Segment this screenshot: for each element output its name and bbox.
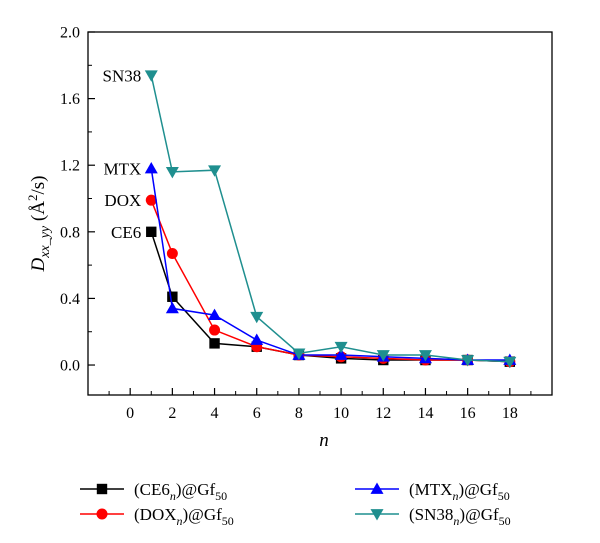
x-tick-label: 18 xyxy=(502,405,518,422)
data-point-sn38 xyxy=(334,341,348,354)
y-tick-label: 1.6 xyxy=(60,91,80,108)
series-line-mtx xyxy=(150,168,510,361)
data-point-ce6 xyxy=(209,338,220,349)
x-axis: 0 2 4 6 8 10 12 14 16 18 xyxy=(108,388,532,422)
y-tick-label: 0.4 xyxy=(60,291,80,308)
data-point-sn38 xyxy=(144,70,158,82)
y-tick-label: 2.0 xyxy=(60,25,80,42)
x-tick-label: 2 xyxy=(168,405,176,422)
x-axis-label: n xyxy=(319,430,329,451)
y-tick-label: 1.2 xyxy=(60,158,80,175)
data-point-mtx xyxy=(208,308,222,320)
y-axis: 0.0 0.4 0.8 1.2 1.6 2.0 xyxy=(60,25,95,375)
data-point-sn38 xyxy=(208,165,222,177)
data-point-sn38 xyxy=(461,355,475,367)
data-point-ce6 xyxy=(146,226,157,238)
x-tick-label: 12 xyxy=(375,405,391,422)
legend-item-sn38: (SN38n)@Gf50 xyxy=(355,505,511,528)
data-point-sn38 xyxy=(503,356,517,369)
data-point-sn38 xyxy=(292,348,306,360)
legend-item-dox: (DOXn)@Gf50 xyxy=(80,505,234,528)
data-point-mtx xyxy=(334,348,348,360)
y-tick-label: 0.8 xyxy=(60,224,80,241)
x-tick-label: 16 xyxy=(460,405,476,422)
data-point-mtx xyxy=(144,162,158,174)
legend-label: (DOXn)@Gf50 xyxy=(134,505,234,528)
series-ce6 xyxy=(146,226,516,367)
series-sn38 xyxy=(144,70,517,369)
annotations: SN38 MTX DOX CE6 xyxy=(103,66,142,242)
axes: 0 2 4 6 8 10 12 14 16 18 0.0 0.4 0.8 1.2 1.6 2.0 n Dxx_yy… xyxy=(25,25,553,451)
legend-item-mtx: (MTXn)@Gf50 xyxy=(355,480,510,503)
y-tick-label: 0.0 xyxy=(60,358,80,375)
legend-label: (SN38n)@Gf50 xyxy=(409,505,511,528)
legend-label: (MTXn)@Gf50 xyxy=(409,480,510,503)
data-point-ce6 xyxy=(167,291,178,302)
legend: (CE6n)@Gf50(DOXn)@Gf50 (MTXn)@Gf50(SN38n)… xyxy=(80,480,511,528)
legend-marker xyxy=(96,483,108,495)
x-tick-label: 14 xyxy=(417,405,433,422)
legend-marker xyxy=(370,482,384,494)
legend-marker xyxy=(370,509,384,521)
x-tick-label: 10 xyxy=(333,405,349,422)
data-point-sn38 xyxy=(165,166,179,179)
data-point-mtx xyxy=(165,301,179,314)
series-line-sn38 xyxy=(150,75,510,363)
series-layer xyxy=(144,70,517,369)
annotation-dox: DOX xyxy=(104,191,141,210)
data-point-sn38 xyxy=(376,350,390,362)
annotation-mtx: MTX xyxy=(103,160,141,179)
annotation-sn38: SN38 xyxy=(103,66,142,85)
data-point-sn38 xyxy=(250,311,264,324)
data-point-sn38 xyxy=(418,350,432,362)
series-dox xyxy=(145,194,516,368)
legend-item-ce6: (CE6n)@Gf50 xyxy=(80,480,227,503)
annotation-ce6: CE6 xyxy=(111,223,141,242)
legend-label: (CE6n)@Gf50 xyxy=(134,480,227,503)
legend-marker xyxy=(96,508,108,520)
series-line-dox xyxy=(150,199,510,363)
x-tick-label: 4 xyxy=(211,405,219,422)
series-line-ce6 xyxy=(150,231,510,363)
data-point-dox xyxy=(166,247,178,259)
data-point-dox xyxy=(209,324,221,336)
data-point-mtx xyxy=(250,333,264,345)
data-point-dox xyxy=(145,194,157,206)
x-tick-label: 6 xyxy=(253,405,261,422)
x-tick-label: 0 xyxy=(126,405,134,422)
y-axis-label: Dxx_yy (Å2/s) xyxy=(25,176,53,273)
series-mtx xyxy=(144,162,517,365)
x-tick-label: 8 xyxy=(295,405,303,422)
